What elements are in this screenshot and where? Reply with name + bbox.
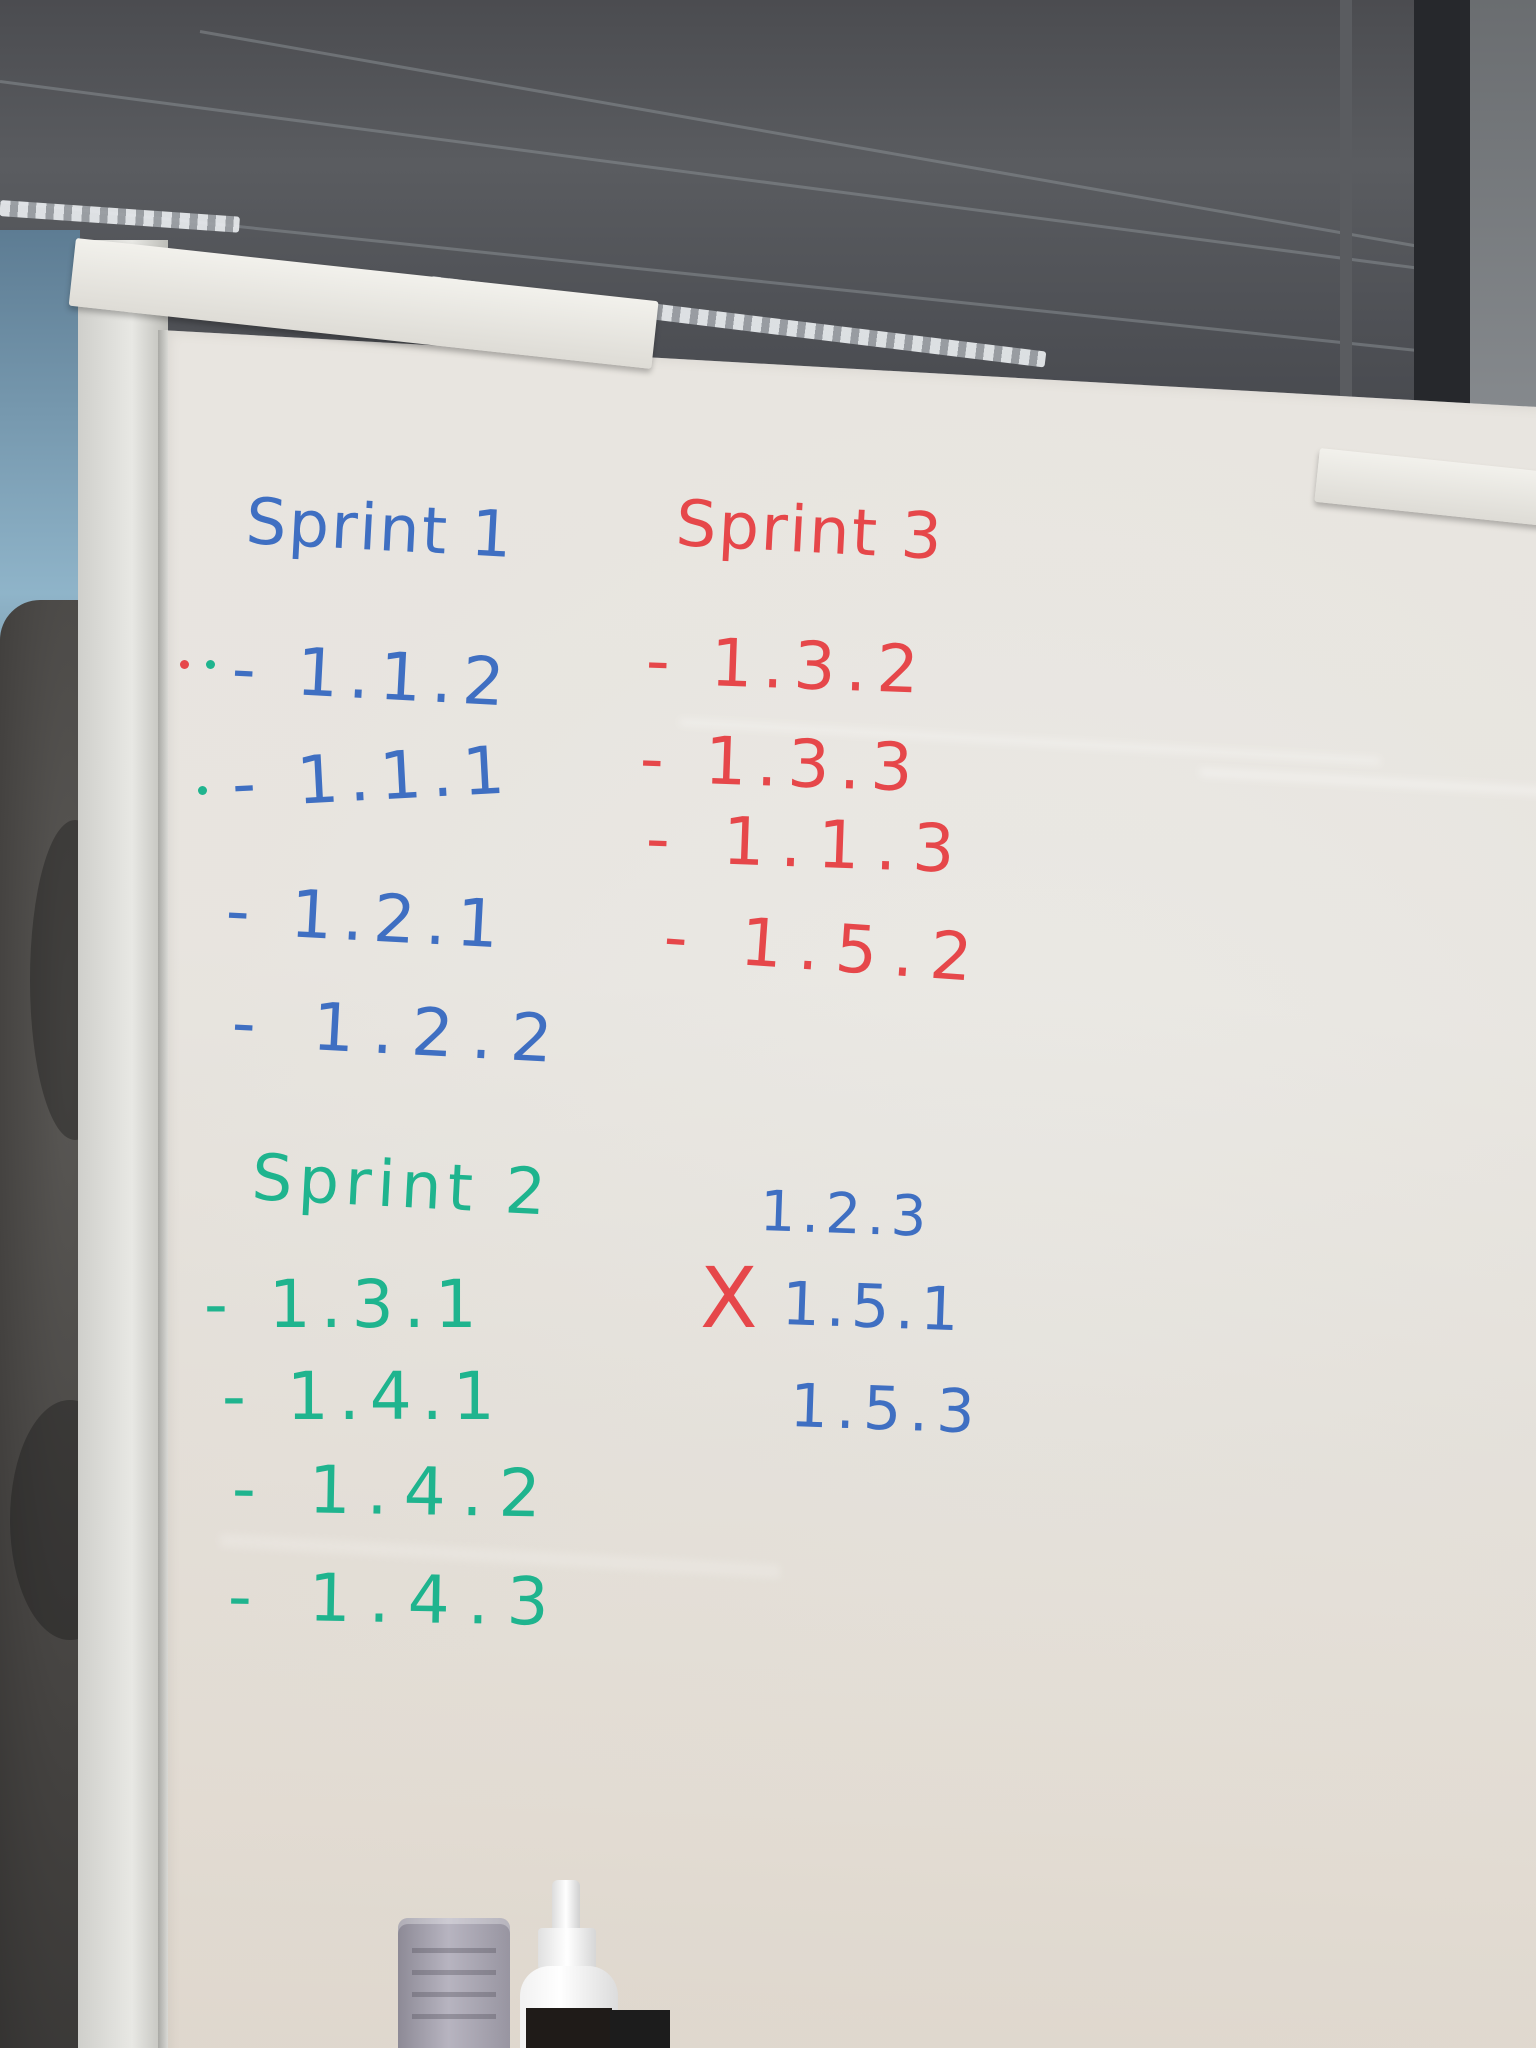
green-dot-marker — [206, 660, 215, 669]
backlog-item-2: 1.5.1 — [780, 1269, 966, 1346]
backlog-item-1: 1.2.3 — [758, 1179, 934, 1251]
eraser-ridge — [412, 2014, 496, 2019]
light-reflection — [1200, 768, 1536, 796]
sprint2-item-2: - 1.4.1 — [222, 1358, 505, 1435]
sprint1-item-2: - 1.1.1 — [229, 731, 517, 823]
cross-mark: X — [700, 1249, 758, 1347]
green-dot-marker — [198, 786, 207, 795]
window-frame — [1414, 0, 1470, 470]
backlog-item-3: 1.5.3 — [788, 1371, 984, 1448]
sprint1-item-4: - 1.2.2 — [230, 984, 573, 1079]
window-frame — [1340, 0, 1352, 470]
sprint2-item-3: - 1.4.2 — [231, 1450, 558, 1533]
sprint2-title: Sprint 2 — [250, 1141, 554, 1231]
sprint3-item-3: - 1.1.3 — [644, 800, 972, 889]
spray-nozzle — [552, 1880, 580, 1932]
sprint1-item-3: - 1.2.1 — [224, 872, 511, 964]
sprint3-title: Sprint 3 — [674, 487, 946, 575]
sprint1-item-1: - 1.1.2 — [230, 630, 517, 722]
red-dot-marker — [180, 660, 189, 669]
spray-collar — [538, 1928, 596, 1970]
eraser-ridge — [412, 1948, 496, 1953]
window-glass — [1470, 0, 1536, 480]
whiteboard-eraser — [398, 1918, 510, 2048]
sprint2-item-4: - 1.4.3 — [227, 1558, 568, 1641]
bottle-liquid — [526, 2008, 612, 2048]
sprint1-title: Sprint 1 — [244, 485, 516, 573]
marker-tray — [610, 2010, 670, 2048]
sprint2-item-1: - 1.3.1 — [204, 1266, 487, 1343]
whiteboard-edge — [158, 330, 168, 2048]
whiteboard-side-frame — [78, 240, 168, 2048]
sprint3-item-1: - 1.3.2 — [644, 622, 930, 709]
cleaner-spray-bottle — [516, 1880, 622, 2048]
eraser-ridge — [412, 1970, 496, 1975]
sprint3-item-2: - 1.3.3 — [638, 720, 924, 807]
eraser-ridge — [412, 1992, 496, 1997]
